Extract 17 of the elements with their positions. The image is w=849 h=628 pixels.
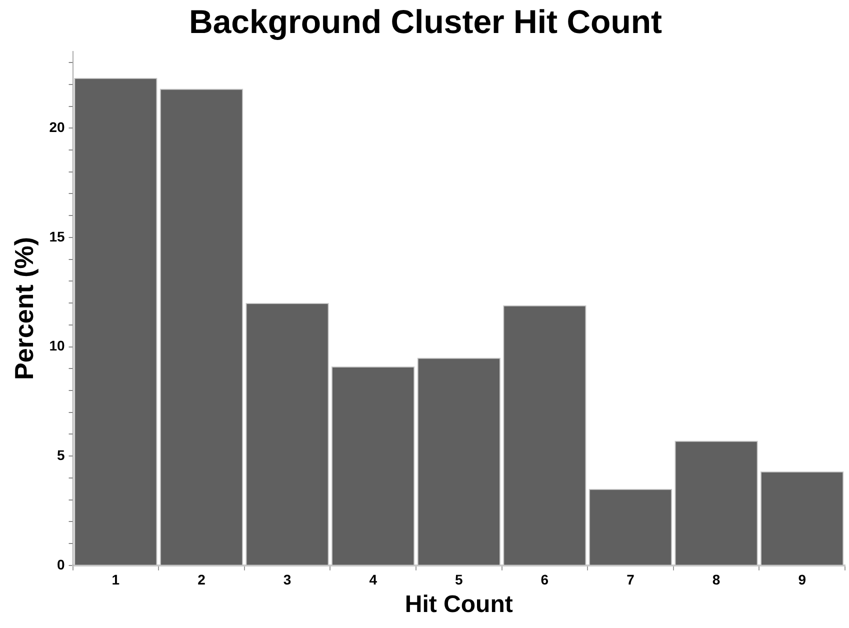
y-tick-label: 10 [49,338,65,354]
x-tick-label: 7 [626,572,635,588]
y-axis-title: Percent (%) [8,236,39,380]
y-tick-label: 20 [49,118,65,135]
x-axis-title: Hit Count [404,591,513,618]
x-tick-label: 3 [283,572,292,588]
x-tick-label: 5 [454,572,463,588]
y-tick-label: 5 [56,446,65,463]
x-tick-label: 6 [540,572,549,588]
x-tick-label: 9 [798,572,806,588]
x-tick-label: 2 [198,572,206,588]
y-tick-label: 0 [56,556,65,572]
chart-title: Background Cluster Hit Count [188,2,662,40]
x-tick-label: 4 [369,572,378,588]
y-tick-label: 15 [49,228,65,244]
x-tick-label: 1 [112,572,120,588]
x-tick-label: 8 [712,572,720,588]
